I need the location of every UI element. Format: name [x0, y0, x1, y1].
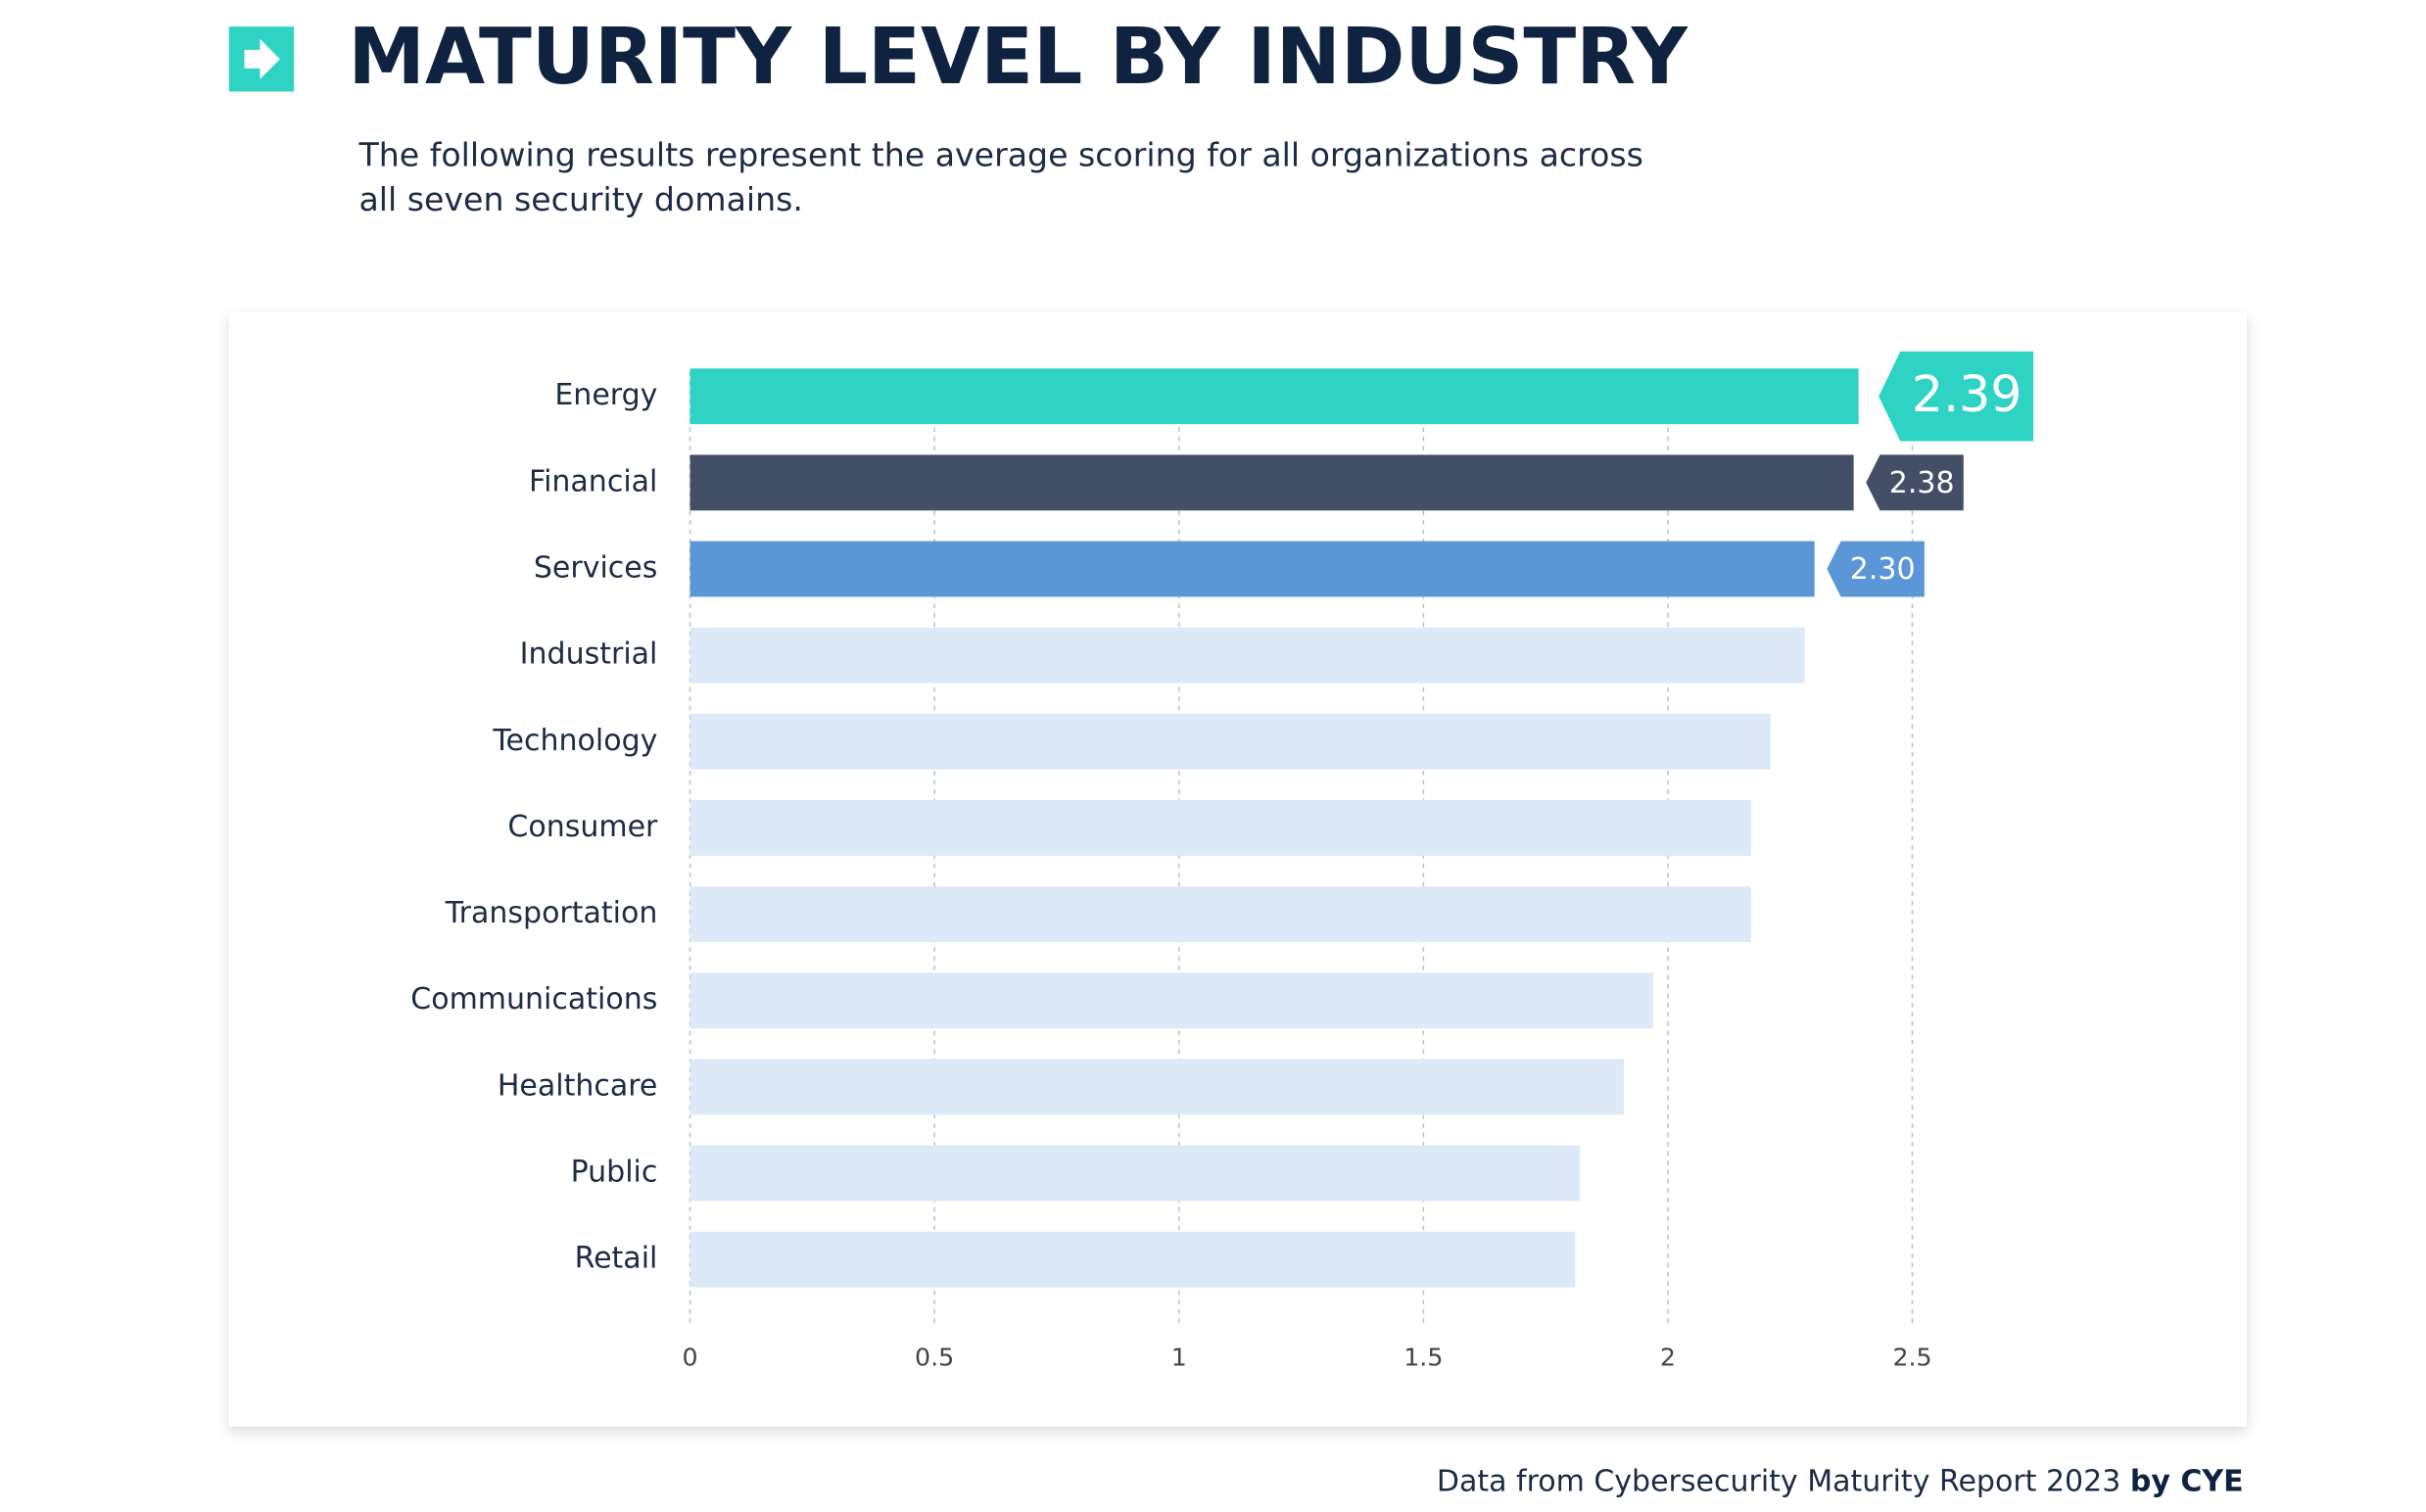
value-label: 2.38	[1889, 466, 1955, 500]
x-tick-label: 0	[683, 1343, 698, 1371]
y-tick-label: Financial	[529, 464, 657, 498]
bar	[690, 454, 1854, 511]
y-tick-label: Healthcare	[498, 1068, 658, 1103]
value-label-box	[1866, 454, 1964, 511]
bar	[690, 886, 1751, 943]
plot: 0 0.5 1 1.5 2 2.5 Energy 2.39 Financial 2.38 Servi…	[410, 351, 2034, 1371]
y-tick-label: Transportation	[445, 896, 658, 930]
x-tick-label: 1	[1171, 1343, 1187, 1371]
value-label-box	[1879, 351, 2034, 442]
bar	[690, 800, 1751, 856]
footer-brand: by CYE	[2130, 1464, 2244, 1498]
x-tick-label: 2	[1660, 1343, 1676, 1371]
bar	[690, 1059, 1625, 1115]
x-tick-label: 0.5	[915, 1343, 954, 1371]
x-tick-label: 1.5	[1403, 1343, 1443, 1371]
subtitle: The following results represent the aver…	[357, 135, 1642, 173]
x-tick-label: 2.5	[1892, 1343, 1931, 1371]
bar	[690, 541, 1815, 597]
footer-source: Data from Cybersecurity Maturity Report …	[1437, 1464, 2120, 1498]
bar	[690, 1145, 1581, 1202]
value-label: 2.30	[1850, 552, 1916, 587]
y-tick-label: Consumer	[507, 810, 658, 844]
value-label-box	[1827, 541, 1925, 597]
subtitle: all seven security domains.	[358, 180, 802, 218]
y-tick-label: Energy	[554, 378, 657, 412]
title: MATURITY LEVEL BY INDUSTRY	[348, 12, 1688, 102]
bar	[690, 368, 1859, 425]
value-label: 2.39	[1912, 365, 2022, 423]
title-icon-arrow	[244, 38, 280, 79]
bar	[690, 627, 1805, 684]
y-tick-label: Technology	[492, 724, 657, 758]
bar	[690, 1231, 1576, 1288]
y-tick-label: Services	[534, 551, 658, 586]
y-tick-label: Retail	[575, 1242, 658, 1276]
y-tick-label: Communications	[410, 982, 657, 1016]
y-tick-label: Public	[571, 1156, 658, 1190]
bar	[690, 972, 1653, 1029]
y-tick-label: Industrial	[520, 638, 658, 672]
bar	[690, 713, 1771, 770]
footer: Data from Cybersecurity Maturity Report …	[1437, 1464, 2244, 1498]
